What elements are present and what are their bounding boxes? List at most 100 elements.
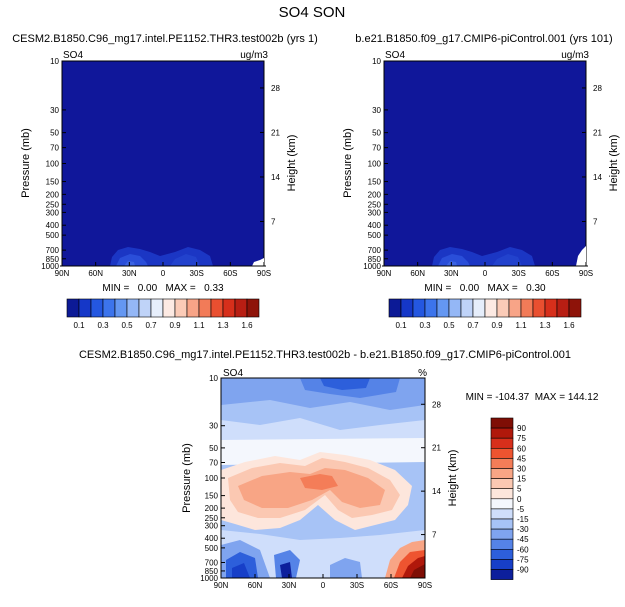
panel-1-y2tick-label: 7	[271, 217, 276, 226]
panel-2-ytick-label: 700	[368, 246, 382, 255]
colorbar-3-swatch	[490, 488, 514, 500]
panel-2-xtick-label: 30S	[512, 269, 526, 278]
colorbar-3-swatch	[490, 437, 514, 449]
colorbar-1-swatch	[246, 298, 260, 318]
panel-2-y2label: Height (km)	[608, 135, 620, 192]
panel-1-units: ug/m3	[240, 50, 268, 61]
panel-1-xtick-label: 30N	[122, 269, 137, 278]
panel-2-xtick-label: 0	[483, 269, 488, 278]
colorbar-1-swatch	[186, 298, 200, 318]
panel-3-units: %	[418, 368, 427, 379]
panel-3-ytick-label: 200	[205, 504, 219, 513]
colorbar-1-swatch	[162, 298, 176, 318]
colorbar-3-swatch	[490, 518, 514, 530]
colorbar-2-label: 0.7	[467, 321, 479, 330]
panel-2: b.e21.B1850.f09_g17.CMIP6-piControl.001 …	[342, 33, 620, 294]
panel-1-ytick-label: 10	[50, 57, 59, 66]
panel-3-ytick-label: 500	[205, 544, 219, 553]
panel-1-contours	[110, 247, 264, 266]
colorbar-1-swatch	[150, 298, 164, 318]
colorbar-3-label: -30	[517, 525, 529, 534]
panel-3-ytick-label: 70	[209, 459, 218, 468]
colorbar-2-swatch	[388, 298, 402, 318]
panel-2-xtick-label: 30N	[444, 269, 459, 278]
colorbar-3-swatch	[490, 458, 514, 469]
panel-3-xtick-label: 60S	[384, 581, 398, 590]
panel-2-ylabel: Pressure (mb)	[342, 128, 354, 198]
panel-2-ytick-label: 1000	[363, 262, 381, 271]
colorbar-3-swatch	[490, 498, 514, 510]
colorbar-2-swatch	[496, 298, 510, 318]
colorbar-2-label: 1.1	[515, 321, 527, 330]
colorbar-3-swatch	[490, 548, 514, 560]
panel-3: CESM2.B1850.C96_mg17.intel.PE1152.THR3.t…	[79, 349, 599, 590]
colorbar-3-label: -5	[517, 505, 525, 514]
panel-3-ytick-label: 700	[205, 559, 219, 568]
colorbar-2-swatch	[520, 298, 534, 318]
panel-1-ytick-label: 1000	[41, 262, 59, 271]
colorbar-3-swatch	[490, 447, 514, 459]
colorbar-1-swatch	[234, 298, 248, 318]
colorbar-3-swatch	[490, 478, 514, 490]
panel-3-contours	[221, 378, 425, 578]
panel-1-y2label: Height (km)	[286, 135, 298, 192]
panel-3-title: CESM2.B1850.C96_mg17.intel.PE1152.THR3.t…	[79, 349, 571, 361]
panel-2-ytick-label: 10	[372, 57, 381, 66]
colorbar-3-label: 0	[517, 495, 522, 504]
panel-2-ytick-label: 30	[372, 106, 381, 115]
colorbar-3-label: 15	[517, 475, 526, 484]
panel-3-ytick-label: 400	[205, 534, 219, 543]
colorbar-3-label: 60	[517, 444, 526, 453]
panel-2-y2tick-label: 7	[593, 217, 598, 226]
panel-2-y2tick-label: 21	[593, 128, 602, 137]
colorbar-1-label: 0.1	[73, 321, 85, 330]
panel-3-ylabel: Pressure (mb)	[181, 443, 193, 513]
panel-1-xtick-label: 30S	[190, 269, 204, 278]
panel-1-xtick-label: 60S	[223, 269, 237, 278]
panel-3-y2label: Height (km)	[447, 450, 459, 507]
panel-2-xtick-label: 90S	[579, 269, 593, 278]
colorbar-2-swatch	[412, 298, 426, 318]
colorbar-2-label: 1.6	[563, 321, 575, 330]
colorbar-1-label: 0.3	[97, 321, 109, 330]
panel-2-xtick-label: 90N	[377, 269, 392, 278]
panel-1-ytick-label: 250	[46, 200, 60, 209]
colorbar-1-label: 0.7	[145, 321, 157, 330]
colorbar-1-label: 1.1	[193, 321, 205, 330]
panel-3-y2tick-label: 14	[432, 487, 441, 496]
panel-3-xtick-label: 90N	[214, 581, 229, 590]
colorbar-2-label: 0.3	[419, 321, 431, 330]
colorbar-3-label: -90	[517, 566, 529, 575]
colorbar-1-swatch	[222, 298, 236, 318]
panel-1-xtick-label: 90S	[257, 269, 271, 278]
colorbar-3-swatch	[490, 417, 514, 429]
panel-1-ytick-label: 700	[46, 246, 60, 255]
colorbar-3-label: 45	[517, 454, 526, 463]
panel-3-stats: MIN = -104.37 MAX = 144.12	[466, 392, 599, 403]
colorbar-1-swatch	[210, 298, 224, 318]
panel-3-ytick-label: 850	[205, 567, 219, 576]
panel-1-y2tick-label: 28	[271, 84, 280, 93]
panel-3-ytick-label: 50	[209, 444, 218, 453]
panel-3-xtick-label: 30S	[350, 581, 364, 590]
colorbar-3-label: -75	[517, 555, 529, 564]
colorbar-1-label: 0.9	[169, 321, 181, 330]
panel-1-ylabel: Pressure (mb)	[20, 128, 32, 198]
colorbar-3-swatch	[490, 538, 514, 550]
colorbar-3-swatch	[490, 559, 514, 570]
panel-1-plot-area	[61, 60, 265, 267]
panel-1-ytick-label: 30	[50, 106, 59, 115]
colorbar-3-swatch	[490, 528, 514, 540]
colorbar-2-swatch	[484, 298, 498, 318]
panel-2-units: ug/m3	[561, 50, 589, 61]
panel-2-ytick-label: 70	[372, 144, 381, 153]
panel-1-ytick-label: 850	[46, 255, 60, 264]
colorbar-3-label: -15	[517, 515, 529, 524]
panel-1-ytick-label: 500	[46, 231, 60, 240]
panel-1-ytick-label: 150	[46, 178, 60, 187]
panel-3-ytick-label: 1000	[200, 574, 218, 583]
panel-1-y2tick-label: 14	[271, 173, 280, 182]
colorbar-3-swatch	[490, 427, 514, 439]
panel-2-y2tick-label: 14	[593, 173, 602, 182]
panel-2-ytick-label: 250	[368, 200, 382, 209]
